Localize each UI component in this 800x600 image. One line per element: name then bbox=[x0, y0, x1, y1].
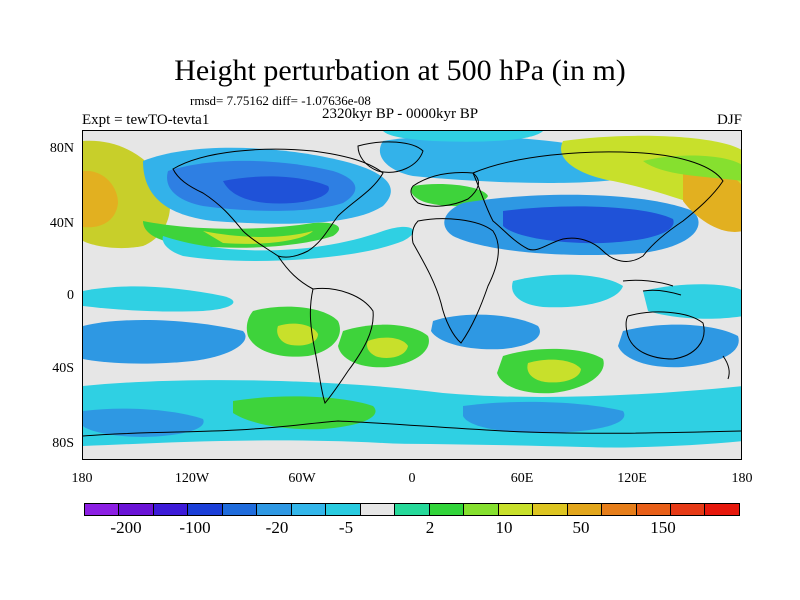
colorbar bbox=[84, 503, 740, 516]
coast-europe bbox=[410, 172, 479, 207]
coast-asia bbox=[472, 151, 724, 262]
colorbar-label-minus-5: -5 bbox=[338, 518, 354, 537]
contour-asia-deep-blue bbox=[503, 206, 674, 244]
contour-na-yellow-band bbox=[203, 231, 313, 244]
y-tick-40n: 40N bbox=[49, 216, 74, 231]
coast-africa bbox=[411, 218, 499, 344]
coast-central-america bbox=[277, 255, 314, 290]
experiment-label: Expt = tewTO-tevta1 bbox=[82, 112, 210, 128]
colorbar-label-minus-20: -20 bbox=[265, 518, 289, 537]
contour-npac-east-orange bbox=[683, 169, 741, 232]
colorbar-box-0 bbox=[85, 504, 120, 515]
colorbar-box-13 bbox=[533, 504, 568, 515]
contour-atlantic-cyan bbox=[162, 226, 414, 261]
contour-aus-blue bbox=[618, 324, 739, 368]
season-label: DJF bbox=[716, 112, 742, 128]
coast-new-zealand bbox=[722, 355, 730, 380]
colorbar-box-15 bbox=[602, 504, 637, 515]
contour-indian-cyan bbox=[512, 274, 623, 308]
map-title: Height perturbation at 500 hPa (in m) bbox=[174, 54, 626, 87]
stats-line: rmsd= 7.75162 diff= -1.07636e-08 bbox=[190, 93, 371, 108]
colorbar-box-1 bbox=[119, 504, 154, 515]
contour-so-pac-yellow bbox=[277, 323, 318, 346]
colorbar-box-11 bbox=[464, 504, 499, 515]
x-tick-120w: 120W bbox=[174, 471, 210, 486]
field-plot bbox=[83, 131, 741, 459]
x-tick-180-right: 180 bbox=[731, 471, 753, 486]
colorbar-label-2: 2 bbox=[425, 518, 435, 537]
period-line: 2320kyr BP - 0000kyr BP bbox=[322, 106, 479, 122]
colorbar-box-8 bbox=[360, 504, 396, 515]
contour-na-deep-blue bbox=[223, 176, 329, 204]
y-tick-80n: 80N bbox=[49, 141, 74, 156]
coast-south-america bbox=[309, 287, 374, 404]
contour-antarctic-blue bbox=[463, 401, 625, 434]
coast-north-america bbox=[172, 148, 384, 258]
contour-eurasia-green bbox=[411, 184, 488, 207]
x-tick-120e: 120E bbox=[617, 471, 647, 486]
y-tick-80s: 80S bbox=[52, 436, 74, 451]
colorbar-box-9 bbox=[395, 504, 430, 515]
contour-pacific-west-orange bbox=[83, 170, 118, 228]
x-tick-60w: 60W bbox=[288, 471, 316, 486]
y-tick-40s: 40S bbox=[52, 361, 74, 376]
contour-na-green-band bbox=[143, 221, 340, 248]
contour-so-pac-blue bbox=[83, 319, 246, 364]
map-panel bbox=[82, 130, 742, 460]
contour-arctic-light-blue bbox=[383, 131, 543, 142]
coast-australia bbox=[625, 311, 705, 360]
coast-indonesia bbox=[622, 279, 682, 296]
coast-antarctica bbox=[83, 420, 741, 437]
colorbar-label-150: 150 bbox=[650, 518, 676, 537]
colorbar-box-4 bbox=[222, 504, 258, 515]
coast-greenland bbox=[357, 141, 424, 173]
colorbar-box-7 bbox=[326, 504, 361, 515]
colorbar-box-5 bbox=[257, 504, 292, 515]
contour-so-atl-yellow bbox=[367, 337, 408, 358]
contour-antarctic-neutral bbox=[83, 443, 741, 459]
colorbar-box-16 bbox=[636, 504, 671, 515]
contour-southern-ocean-blue bbox=[83, 408, 204, 437]
x-tick-60e: 60E bbox=[510, 471, 534, 486]
colorbar-box-17 bbox=[670, 504, 706, 515]
colorbar-box-18 bbox=[705, 504, 739, 515]
colorbar-label-minus-200: -200 bbox=[110, 518, 142, 537]
colorbar-label-10: 10 bbox=[495, 518, 513, 537]
colorbar-box-3 bbox=[188, 504, 223, 515]
x-tick-0: 0 bbox=[408, 471, 416, 486]
contour-tropical-cyan-left bbox=[83, 286, 234, 312]
contour-so-ind-yellow bbox=[527, 359, 581, 383]
contour-east-pac-cyan bbox=[643, 284, 741, 319]
colorbar-label-minus-100: -100 bbox=[179, 518, 211, 537]
colorbar-box-6 bbox=[291, 504, 327, 515]
colorbar-label-50: 50 bbox=[572, 518, 590, 537]
colorbar-box-12 bbox=[498, 504, 534, 515]
coastlines bbox=[83, 141, 741, 437]
colorbar-box-2 bbox=[153, 504, 189, 515]
colorbar-box-14 bbox=[567, 504, 603, 515]
x-tick-180-left: 180 bbox=[71, 471, 93, 486]
y-tick-0: 0 bbox=[67, 288, 74, 303]
colorbar-box-10 bbox=[429, 504, 465, 515]
